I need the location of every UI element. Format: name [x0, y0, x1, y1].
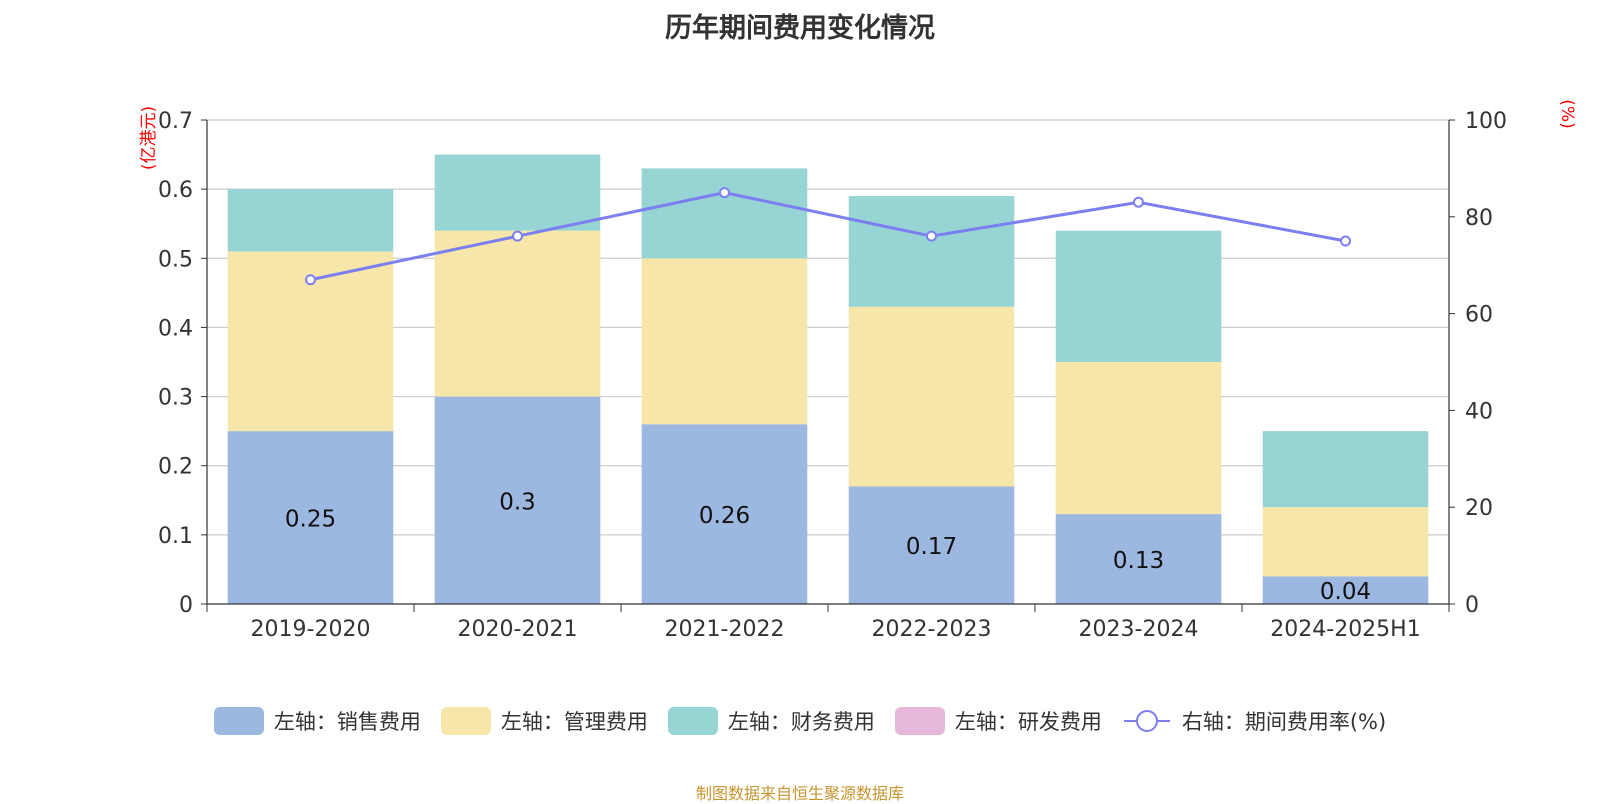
legend: 左轴：销售费用 左轴：管理费用 左轴：财务费用 左轴：研发费用 右轴：期间费用率(%): [0, 706, 1600, 736]
rate-point: [1340, 235, 1351, 247]
x-axis-tick-label: 2024-2025H1: [1270, 617, 1420, 642]
bar-segment: [848, 196, 1015, 307]
x-axis-tick-label: 2021-2022: [665, 617, 785, 642]
legend-label: 左轴：研发费用: [954, 710, 1102, 734]
bar-segment: [227, 431, 394, 604]
axes: 0 0.1 0.2 0.3 0.4 0.5 0.6 0.7 0 20 40 60 80 100 (亿港元) (…: [139, 99, 1577, 642]
left-axis-tick-label: 0: [179, 593, 193, 618]
legend-label: 右轴：期间费用率(%): [1181, 710, 1387, 734]
bar-segment: [641, 424, 808, 604]
right-axis-tick-label: 100: [1465, 109, 1507, 134]
legend-item[interactable]: 左轴：研发费用: [894, 706, 1102, 736]
right-axis-tick-label: 20: [1465, 496, 1493, 521]
bar-segment: [1262, 576, 1429, 604]
rate-line-series: [305, 187, 1351, 286]
rate-point: [512, 230, 523, 242]
bar-series: [227, 154, 1429, 604]
rate-point: [305, 274, 316, 286]
bar-segment: [641, 168, 808, 259]
legend-item[interactable]: 左轴：管理费用: [440, 706, 648, 736]
left-axis-tick-label: 0.1: [158, 524, 193, 549]
bar-segment: [1055, 230, 1222, 362]
left-axis-tick-label: 0.5: [158, 247, 193, 272]
right-axis-tick-label: 0: [1465, 593, 1479, 618]
rate-point: [1133, 196, 1144, 208]
legend-swatch: [213, 707, 264, 735]
right-axis-tick-label: 80: [1465, 206, 1493, 231]
left-axis-tick-label: 0.2: [158, 455, 193, 480]
left-axis-tick-label: 0.6: [158, 178, 193, 203]
legend-swatch: [667, 707, 718, 735]
left-axis-tick-label: 0.7: [158, 109, 193, 134]
bar-data-label: 0.3: [499, 489, 536, 515]
x-axis-tick-label: 2019-2020: [251, 617, 371, 642]
bar-segment: [1055, 514, 1222, 604]
x-axis-tick-label: 2020-2021: [458, 617, 578, 642]
right-axis-unit: (%): [1557, 99, 1577, 128]
bar-data-label: 0.13: [1113, 548, 1164, 574]
x-axis-tick-label: 2022-2023: [872, 617, 992, 642]
legend-item[interactable]: 左轴：财务费用: [667, 706, 875, 736]
bar-segment: [434, 154, 601, 231]
legend-item[interactable]: 左轴：销售费用: [213, 706, 421, 736]
bar-segment: [1262, 431, 1429, 508]
right-axis-tick-label: 40: [1465, 399, 1493, 424]
source-note: 制图数据来自恒生聚源数据库: [695, 784, 904, 803]
right-axis-tick-label: 60: [1465, 303, 1493, 328]
bar-data-label: 0.17: [906, 534, 957, 560]
legend-swatch: [894, 707, 945, 735]
bar-data-label: 0.04: [1320, 579, 1371, 605]
left-axis-tick-label: 0.4: [158, 316, 193, 341]
bar-segment: [1262, 507, 1429, 577]
bar-segment: [848, 306, 1015, 487]
legend-item[interactable]: 右轴：期间费用率(%): [1122, 706, 1386, 736]
legend-label: 左轴：财务费用: [727, 710, 875, 734]
bar-data-label: 0.25: [285, 507, 336, 533]
rate-point: [926, 230, 937, 242]
grid-lines: [207, 119, 1449, 536]
rate-point: [719, 187, 730, 199]
bar-segment: [434, 396, 601, 604]
rate-line: [310, 191, 1346, 282]
legend-label: 左轴：管理费用: [500, 710, 648, 734]
x-axis-tick-label: 2023-2024: [1079, 617, 1199, 642]
bar-data-label: 0.26: [699, 503, 750, 529]
legend-line-marker-icon: [1123, 710, 1170, 732]
bar-segment: [434, 230, 601, 397]
legend-label: 左轴：销售费用: [273, 710, 421, 734]
bar-segment: [227, 189, 394, 252]
bar-segment: [641, 258, 808, 425]
chart-title: 历年期间费用变化情况: [665, 13, 935, 44]
left-axis-unit: (亿港元): [139, 106, 159, 170]
left-axis-tick-label: 0.3: [158, 386, 193, 411]
legend-swatch: [440, 707, 491, 735]
bar-segment: [1055, 362, 1222, 515]
data-labels: 0.25 0.3 0.26 0.17 0.13 0.04: [285, 489, 1371, 605]
bar-segment: [848, 486, 1015, 604]
